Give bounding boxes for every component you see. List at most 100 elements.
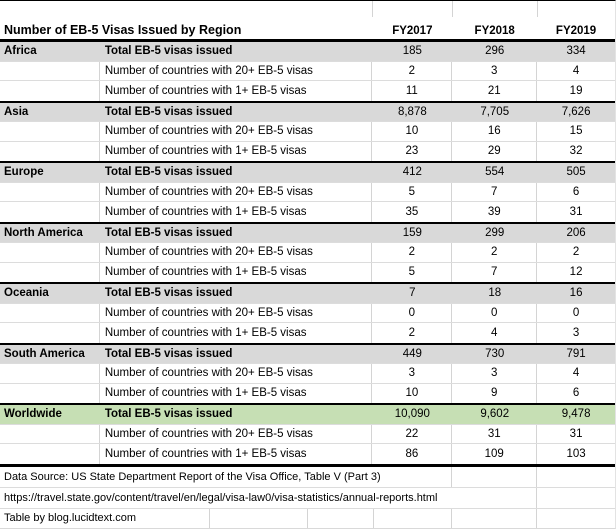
value-cell-fy2018: 296 (485, 45, 505, 58)
table-row-south-america-countries_20plus: Number of countries with 20+ EB-5 visas 3… (0, 364, 615, 384)
region-name-cell (0, 444, 100, 464)
value-cell-fy2019: 4 (572, 64, 580, 77)
value-cell-fy2017: 35 (372, 202, 453, 222)
region-name-cell (0, 202, 100, 222)
region-name-cell (0, 262, 100, 282)
metric-label-cell: Number of countries with 1+ EB-5 visas (100, 383, 373, 403)
value-cell-fy2017: 5 (372, 182, 453, 201)
region-name-cell (0, 243, 100, 262)
value-cell-fy2018: 7 (452, 182, 538, 201)
metric-label-cell: Number of countries with 1+ EB-5 visas (100, 323, 373, 343)
value-cell-fy2018: 7,705 (480, 105, 510, 118)
value-cell-fy2019: 31 (569, 205, 583, 218)
footer-source-text: Data Source: US State Department Report … (0, 466, 453, 487)
footer-row-credit: Table by blog.lucidtext.com (0, 507, 615, 529)
empty-cell (452, 466, 538, 487)
metric-label-cell: Number of countries with 1+ EB-5 visas (100, 444, 373, 464)
value-cell-fy2019: 0 (572, 306, 580, 319)
table-row-oceania-countries_20plus: Number of countries with 20+ EB-5 visas 0… (0, 303, 615, 323)
value-cell-fy2019: 791 (566, 347, 586, 360)
value-cell-fy2017: 10 (372, 383, 453, 403)
table-row-worldwide-countries_20plus: Number of countries with 20+ EB-5 visas 2… (0, 424, 615, 444)
value-cell-fy2018: 21 (452, 81, 538, 101)
value-cell-fy2018: 39 (452, 202, 538, 222)
value-cell-fy2019: 4 (572, 367, 580, 380)
metric-label-cell: Total EB-5 visas issued (104, 45, 233, 58)
value-cell-fy2018: 2 (452, 243, 538, 262)
empty-cell (537, 1, 615, 17)
value-cell-fy2018: 31 (452, 424, 538, 443)
footer-credit-text: Table by blog.lucidtext.com (0, 508, 210, 528)
value-cell-fy2018: 3 (452, 364, 538, 383)
value-cell-fy2019: 32 (569, 145, 583, 158)
value-cell-fy2017: 449 (402, 347, 422, 360)
column-header-fy2018: FY2018 (474, 25, 515, 37)
group-separator (0, 403, 615, 405)
value-cell-fy2019: 16 (569, 287, 583, 300)
value-cell-fy2019: 19 (569, 84, 583, 97)
spacer-row (0, 1, 615, 17)
region-name-cell (0, 182, 100, 201)
metric-label-cell: Total EB-5 visas issued (104, 226, 233, 239)
table-row-south-america-total: South America Total EB-5 visas issued 449 7… (0, 344, 615, 364)
empty-cell (537, 488, 615, 508)
empty-cell (452, 508, 538, 528)
table-row-oceania-countries_1plus: Number of countries with 1+ EB-5 visas 2 4… (0, 323, 615, 343)
metric-label-cell: Total EB-5 visas issued (104, 105, 233, 118)
metric-label-cell: Number of countries with 1+ EB-5 visas (100, 141, 373, 161)
value-cell-fy2019: 6 (572, 185, 580, 198)
value-cell-fy2018: 29 (452, 141, 538, 161)
region-name-cell (0, 303, 100, 322)
value-cell-fy2017: 5 (372, 262, 453, 282)
region-name-cell (0, 383, 100, 403)
metric-label-cell: Total EB-5 visas issued (104, 166, 233, 179)
value-cell-fy2019: 334 (566, 45, 586, 58)
value-cell-fy2017: 2 (372, 243, 453, 262)
table-row-asia-countries_1plus: Number of countries with 1+ EB-5 visas 23… (0, 141, 615, 161)
value-cell-fy2018: 9 (452, 383, 538, 403)
region-name-cell (0, 81, 100, 101)
value-cell-fy2017: 159 (402, 226, 422, 239)
region-name-cell: North America (4, 226, 83, 239)
table-row-asia-countries_20plus: Number of countries with 20+ EB-5 visas 1… (0, 122, 615, 142)
value-cell-fy2017: 2 (372, 61, 453, 80)
empty-cell (537, 509, 615, 529)
value-cell-fy2018: 18 (488, 287, 502, 300)
region-name-cell: South America (4, 347, 85, 360)
value-cell-fy2018: 554 (485, 166, 505, 179)
value-cell-fy2019: 31 (569, 427, 583, 440)
table-row-europe-total: Europe Total EB-5 visas issued 412 554 505 (0, 163, 615, 183)
value-cell-fy2017: 86 (372, 444, 453, 464)
metric-label-cell: Number of countries with 20+ EB-5 visas (100, 303, 373, 322)
value-cell-fy2018: 4 (452, 323, 538, 343)
value-cell-fy2019: 9,478 (561, 408, 591, 421)
value-cell-fy2017: 22 (372, 424, 453, 443)
group-separator (0, 282, 615, 284)
table-row-north-america-total: North America Total EB-5 visas issued 159 2… (0, 223, 615, 243)
metric-label-cell: Number of countries with 20+ EB-5 visas (100, 182, 373, 201)
region-name-cell (0, 364, 100, 383)
table-row-north-america-countries_20plus: Number of countries with 20+ EB-5 visas 2… (0, 243, 615, 263)
empty-cell (372, 1, 452, 17)
empty-cell (308, 508, 375, 528)
table-row-africa-countries_20plus: Number of countries with 20+ EB-5 visas 2… (0, 61, 615, 81)
region-name-cell: Asia (4, 105, 29, 118)
value-cell-fy2018: 0 (452, 303, 538, 322)
group-separator (0, 221, 615, 224)
footer-url-text: https://travel.state.gov/content/travel/… (0, 488, 538, 508)
metric-label-cell: Number of countries with 20+ EB-5 visas (100, 424, 373, 443)
value-cell-fy2017: 7 (409, 287, 416, 300)
value-cell-fy2017: 185 (402, 45, 422, 58)
table-body: Africa Total EB-5 visas issued 185 296 334 Nu… (0, 42, 615, 464)
table-row-africa-total: Africa Total EB-5 visas issued 185 296 334 (0, 42, 615, 62)
footer-row-url: https://travel.state.gov/content/travel/… (0, 487, 615, 508)
empty-cell (452, 1, 537, 17)
region-name-cell (0, 323, 100, 343)
value-cell-fy2017: 2 (372, 323, 453, 343)
value-cell-fy2019: 6 (572, 387, 580, 400)
region-name-cell: Worldwide (4, 408, 62, 421)
region-name-cell: Europe (4, 166, 44, 179)
value-cell-fy2019: 103 (566, 447, 586, 460)
region-name-cell (0, 424, 100, 443)
column-header-fy2019: FY2019 (555, 25, 597, 37)
